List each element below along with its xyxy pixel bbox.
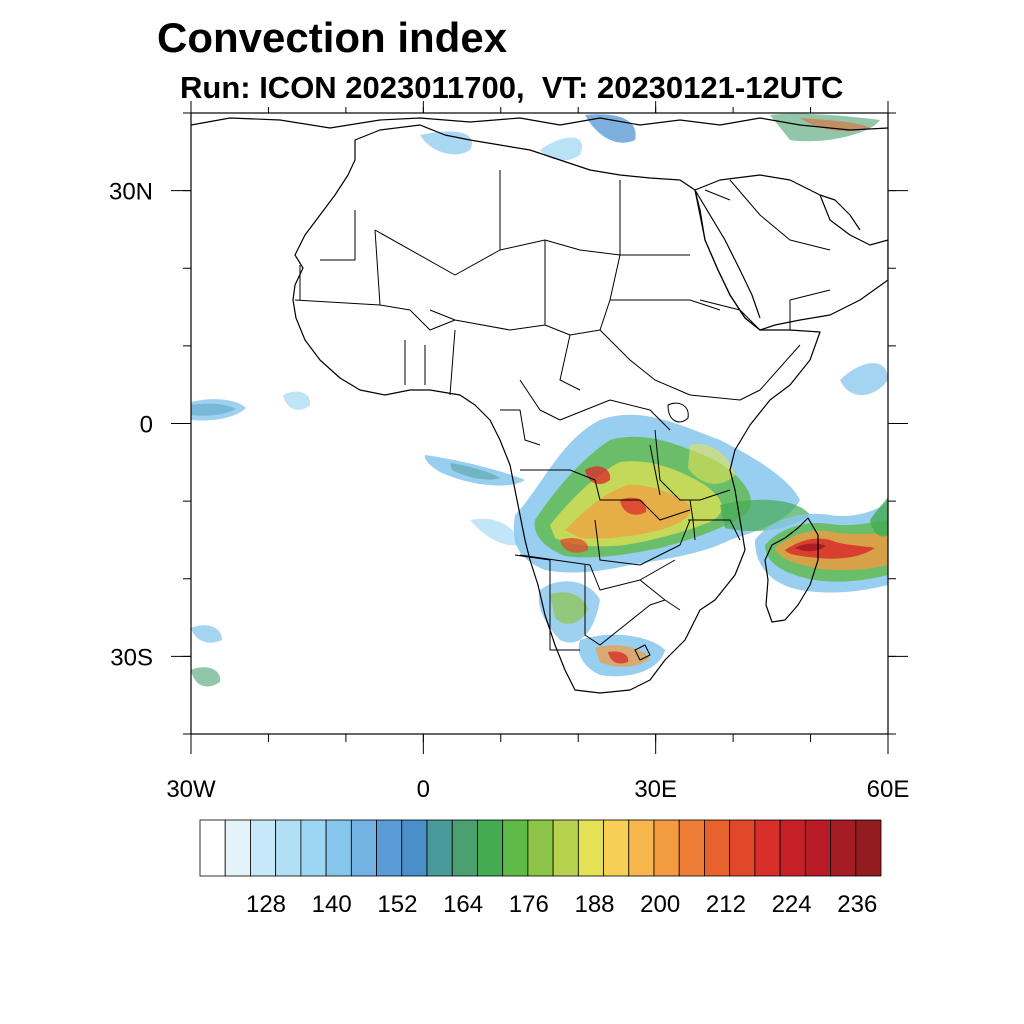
axis-ticks: [171, 101, 908, 754]
colorbar-swatch: [502, 819, 529, 877]
madagascar-coastline: [764, 517, 819, 623]
shade-arabia-ne-hot: [800, 118, 870, 132]
shade-namibia-core: [550, 592, 588, 624]
colorbar-label: 128: [246, 891, 286, 918]
lon-tick-label: 0: [417, 776, 430, 803]
lat-tick-label: 0: [140, 412, 153, 439]
europe-coastline: [191, 117, 888, 131]
colorbar-swatch: [250, 819, 277, 877]
shade-south-atlantic-sw2: [191, 667, 221, 687]
colorbar-label: 212: [706, 891, 746, 918]
colorbar-swatch: [855, 819, 882, 877]
colorbar-swatch: [603, 819, 630, 877]
colorbar-swatch: [552, 819, 579, 877]
axis-tick-labels: 30W 0 30E 60E 30N 0 30S: [109, 179, 909, 803]
shade-atlantic-band-core: [191, 403, 236, 416]
map-layer: [191, 113, 888, 694]
colorbar-swatch: [830, 819, 857, 877]
colorbar-swatch: [401, 819, 428, 877]
colorbar-label: 164: [443, 891, 483, 918]
country-borders: [294, 170, 831, 661]
lake-malawi: [689, 499, 696, 541]
shade-madagascar-red: [785, 538, 875, 559]
colorbar-swatch: [653, 819, 680, 877]
shade-congo-red3: [560, 538, 589, 553]
colorbar-swatch: [451, 819, 478, 877]
colorbar-label: 188: [574, 891, 614, 918]
colorbar-swatch: [224, 819, 251, 877]
colorbar-swatch: [199, 819, 226, 877]
shade-south-africa-red: [608, 651, 629, 664]
colorbar-swatch: [704, 819, 731, 877]
shade-north-mediterranean: [420, 131, 472, 155]
colorbar-swatch: [577, 819, 604, 877]
colorbar-label: 140: [312, 891, 352, 918]
shade-west-angola: [470, 518, 520, 546]
colorbar-swatch: [275, 819, 302, 877]
colorbar-swatch: [350, 819, 377, 877]
coastlines: [191, 117, 888, 694]
colorbar-label: 224: [772, 891, 812, 918]
shade-south-atlantic-sw: [191, 625, 222, 643]
lon-tick-label: 60E: [867, 776, 910, 803]
shade-tanzania: [688, 444, 735, 484]
colorbar-swatch: [779, 819, 806, 877]
shade-east-madagascar: [870, 495, 888, 537]
colorbar-swatch: [628, 819, 655, 877]
colorbar-swatch: [678, 819, 705, 877]
colorbar-swatch: [477, 819, 504, 877]
colorbar-label: 200: [640, 891, 680, 918]
colorbar-swatch: [426, 819, 453, 877]
map-background: [191, 113, 888, 734]
lat-tick-label: 30S: [110, 644, 153, 671]
colorbar-labels: 128 140 152 164 176 188 200 212 224 236: [246, 891, 877, 918]
africa-coastline: [292, 124, 821, 694]
shade-congo-red1: [585, 466, 611, 485]
shade-aegean: [585, 114, 636, 143]
colorbar-label: 176: [509, 891, 549, 918]
chart-subtitle: Run: ICON 2023011700, VT: 20230121-12UTC: [180, 70, 844, 105]
lake-victoria: [667, 402, 689, 423]
lakes: [649, 402, 696, 541]
colorbar-swatch: [325, 819, 352, 877]
lon-tick-label: 30E: [634, 776, 677, 803]
convection-field: [191, 113, 888, 687]
shade-arabian-sea: [840, 363, 888, 396]
arabia-coastline: [694, 174, 888, 331]
colorbar-swatch: [804, 819, 831, 877]
lake-tanganyika: [649, 444, 661, 496]
colorbar-swatch: [754, 819, 781, 877]
shade-congo-red2: [620, 497, 647, 515]
lon-tick-label: 30W: [166, 776, 216, 803]
shade-gulf-guinea-core: [450, 463, 500, 480]
colorbar-swatch: [729, 819, 756, 877]
colorbar-swatch: [300, 819, 327, 877]
colorbar-label: 236: [837, 891, 877, 918]
colorbar-swatch: [527, 819, 554, 877]
colorbar-swatch: [376, 819, 403, 877]
colorbar: [199, 819, 882, 877]
shade-mediterranean-east: [540, 137, 582, 161]
persian-gulf: [819, 194, 861, 231]
lat-tick-label: 30N: [109, 179, 153, 206]
chart-title: Convection index: [157, 14, 508, 61]
colorbar-label: 152: [377, 891, 417, 918]
red-sea: [694, 189, 761, 319]
shade-atlantic-patch: [283, 391, 311, 410]
